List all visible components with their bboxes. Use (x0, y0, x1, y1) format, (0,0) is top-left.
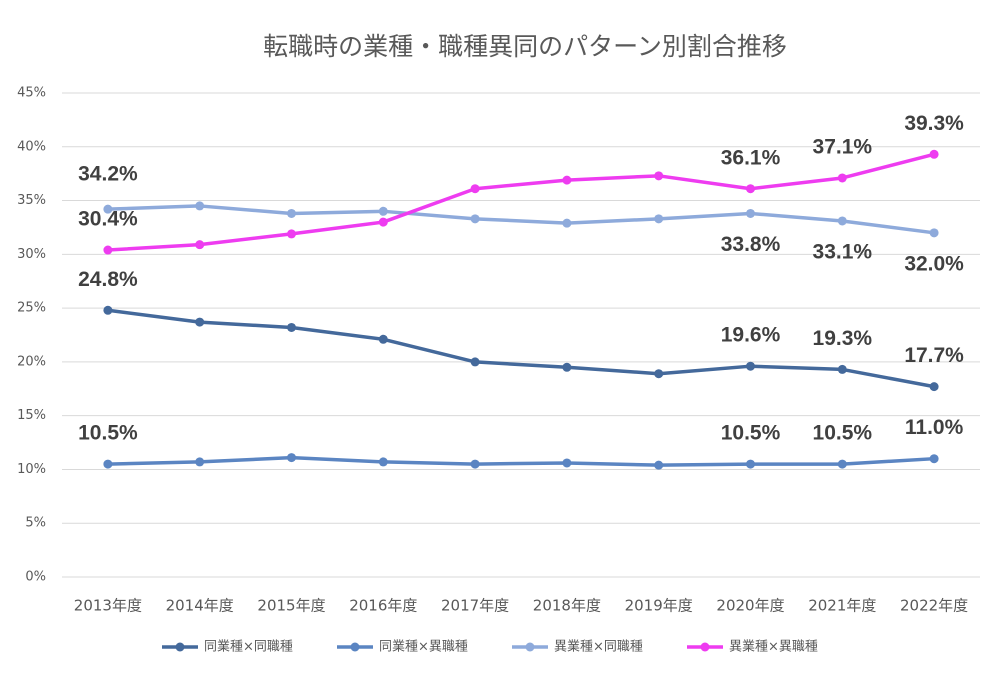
legend-marker (350, 642, 360, 652)
data-point (929, 454, 939, 464)
data-label: 17.7% (904, 344, 964, 367)
data-point (746, 184, 755, 194)
legend-label: 異業種×異職種 (729, 639, 818, 655)
y-tick-label: 35% (17, 193, 46, 208)
data-label: 10.5% (721, 422, 781, 445)
y-tick-label: 20% (17, 354, 46, 369)
data-point (195, 457, 205, 467)
series-line (107, 308, 935, 389)
data-point (929, 382, 939, 392)
y-tick-label: 10% (17, 462, 46, 477)
x-tick-label: 2014年度 (166, 597, 234, 615)
x-tick-label: 2013年度 (74, 597, 142, 615)
data-point (287, 453, 296, 463)
data-point (287, 322, 296, 332)
x-tick-label: 2015年度 (257, 597, 325, 615)
data-point (837, 459, 847, 469)
x-tick-label: 2017年度 (441, 597, 509, 615)
data-label: 10.5% (78, 422, 138, 445)
y-tick-label: 5% (25, 516, 46, 531)
data-label: 39.3% (904, 112, 964, 135)
data-point (195, 317, 205, 327)
data-label: 33.1% (813, 241, 873, 264)
y-tick-label: 30% (17, 247, 46, 262)
data-point (287, 208, 296, 218)
series-line (107, 455, 935, 467)
data-point (195, 201, 205, 211)
data-point (103, 305, 113, 315)
legend-marker (175, 642, 185, 652)
data-point (562, 458, 572, 468)
data-label: 10.5% (813, 422, 873, 445)
data-point (654, 171, 664, 181)
y-tick-label: 15% (17, 408, 46, 423)
y-tick-label: 25% (17, 301, 46, 316)
legend-label: 同業種×同職種 (204, 639, 293, 655)
data-label: 24.8% (78, 268, 138, 291)
data-point (837, 364, 847, 374)
x-tick-label: 2020年度 (716, 597, 784, 615)
data-point (929, 149, 939, 159)
data-point (837, 173, 847, 183)
data-point (378, 206, 388, 216)
x-tick-label: 2018年度 (533, 597, 601, 615)
data-point (562, 175, 572, 185)
y-tick-label: 0% (25, 570, 46, 585)
data-label: 37.1% (813, 136, 873, 159)
data-point (837, 216, 847, 226)
data-point (287, 229, 296, 239)
data-point (378, 334, 388, 344)
y-tick-label: 40% (17, 139, 46, 154)
data-point (103, 459, 113, 469)
data-point (103, 245, 113, 255)
data-point (195, 240, 205, 250)
data-point (470, 184, 480, 194)
chart-title: 転職時の業種・職種異同のパターン別割合推移 (263, 32, 787, 61)
data-label: 30.4% (78, 208, 138, 231)
x-tick-label: 2019年度 (625, 597, 693, 615)
legend-marker (700, 642, 710, 652)
series-line (107, 152, 935, 252)
data-point (378, 457, 388, 467)
legend-label: 異業種×同職種 (554, 639, 643, 655)
data-label: 32.0% (904, 252, 964, 275)
data-point (378, 217, 388, 227)
data-label: 36.1% (721, 146, 781, 169)
data-point (929, 228, 939, 238)
data-point (470, 459, 480, 469)
data-label: 34.2% (78, 163, 138, 186)
data-label: 11.0% (905, 416, 964, 439)
legend-marker (525, 642, 535, 652)
data-point (562, 362, 572, 372)
series-line (107, 204, 935, 235)
data-point (654, 369, 664, 379)
x-tick-label: 2022年度 (900, 597, 968, 615)
data-point (654, 460, 664, 470)
data-label: 19.3% (813, 327, 873, 350)
x-tick-label: 2021年度 (808, 597, 876, 615)
data-label: 19.6% (721, 324, 781, 347)
data-point (746, 208, 755, 218)
data-point (562, 218, 572, 228)
data-point (654, 214, 664, 224)
data-point (470, 214, 480, 224)
y-tick-label: 45% (17, 86, 46, 101)
data-label: 33.8% (721, 233, 781, 256)
legend-label: 同業種×異職種 (379, 639, 468, 655)
data-point (103, 204, 113, 214)
data-point (746, 361, 755, 371)
data-point (746, 459, 755, 469)
x-tick-label: 2016年度 (349, 597, 417, 615)
data-point (470, 357, 480, 367)
